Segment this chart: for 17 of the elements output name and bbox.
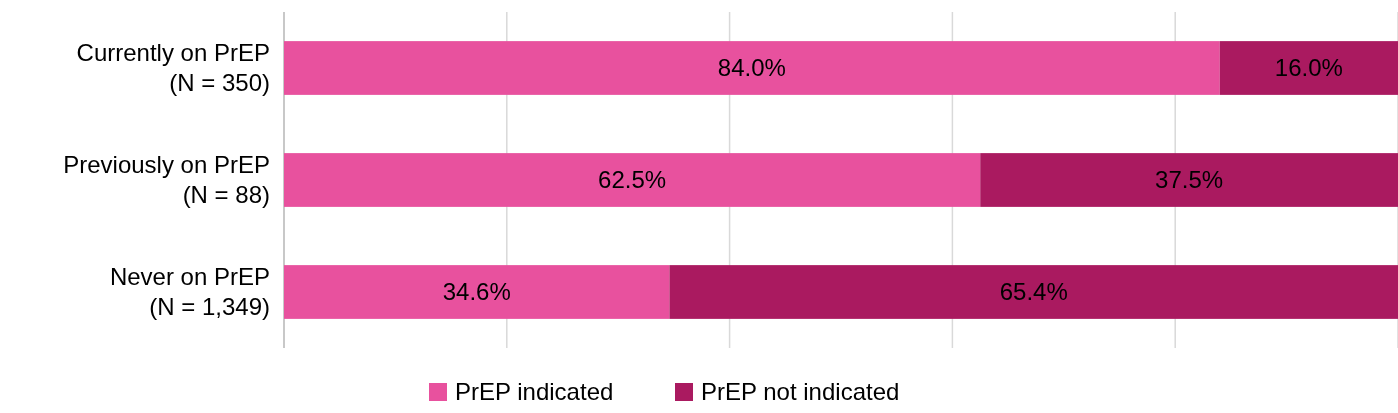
y-tick-label: Currently on PrEP (N = 350)	[76, 39, 270, 97]
bar	[1219, 41, 1398, 95]
bar	[980, 153, 1398, 207]
legend-label: PrEP not indicated	[701, 378, 900, 406]
data-label: 84.0%	[717, 54, 786, 82]
data-label: 62.5%	[598, 166, 667, 194]
data-label: 65.4%	[999, 278, 1068, 306]
data-label: 16.0%	[1274, 54, 1343, 82]
data-label: 37.5%	[1155, 166, 1224, 194]
bar	[284, 41, 1220, 95]
data-label: 34.6%	[442, 278, 511, 306]
y-tick-label: Never on PrEP (N = 1,349)	[109, 263, 270, 321]
legend-label: PrEP indicated	[455, 378, 614, 406]
y-tick-label: Previously on PrEP (N = 88)	[63, 151, 270, 209]
bar	[284, 153, 981, 207]
bar	[669, 265, 1398, 319]
bar	[284, 265, 670, 319]
